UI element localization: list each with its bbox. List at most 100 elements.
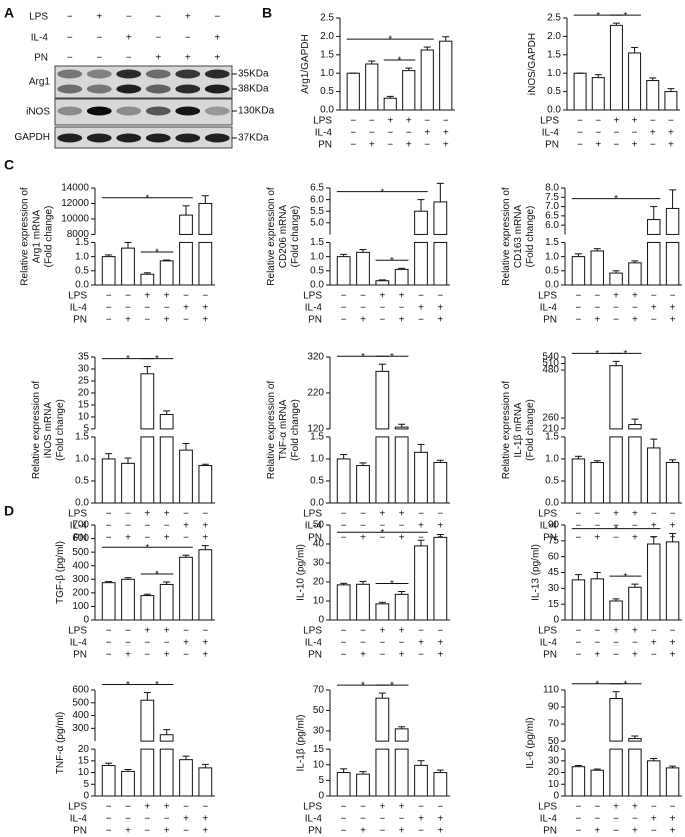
- condition-sign: +: [632, 650, 638, 661]
- condition-sign: −: [595, 116, 601, 127]
- condition-sign: −: [613, 650, 619, 661]
- condition-sign: −: [202, 291, 208, 302]
- bar: [121, 578, 135, 621]
- bar: [394, 748, 409, 797]
- condition-sign: +: [164, 509, 170, 520]
- condition-sign: −: [106, 521, 112, 532]
- condition-sign: +: [632, 315, 638, 326]
- bar: [336, 772, 351, 797]
- condition-sign: −: [341, 303, 347, 314]
- bar: [647, 543, 661, 621]
- y-tick-label: 700: [72, 520, 89, 531]
- condition-sign: +: [418, 521, 424, 532]
- condition-sign: +: [424, 128, 430, 139]
- y-tick-label: 0.5: [545, 265, 559, 276]
- condition-sign: +: [202, 638, 208, 649]
- bar: [414, 210, 428, 235]
- condition-name: PN: [34, 53, 48, 64]
- condition-sign: −: [96, 33, 102, 44]
- band: [116, 84, 142, 94]
- condition-sign: −: [577, 116, 583, 127]
- condition-sign: −: [350, 140, 356, 151]
- y-tick-label: 6.5: [545, 211, 559, 222]
- bar: [571, 579, 586, 621]
- bar: [647, 760, 661, 797]
- bar: [356, 773, 370, 797]
- condition-name: LPS: [29, 12, 48, 23]
- bar: [414, 545, 428, 621]
- y-tick-label: 5: [83, 779, 89, 790]
- condition-sign: +: [443, 140, 449, 151]
- y-tick-label: 30: [313, 558, 325, 569]
- condition-name: PN: [543, 650, 557, 661]
- condition-sign: −: [387, 140, 393, 151]
- condition-sign: +: [125, 315, 131, 326]
- significance-label: *: [595, 679, 599, 690]
- condition-sign: −: [125, 814, 131, 825]
- band: [175, 69, 201, 79]
- condition-sign: +: [399, 826, 405, 837]
- condition-name: PN: [73, 650, 87, 661]
- condition-sign: −: [379, 533, 385, 544]
- y-tick-label: 90: [548, 702, 560, 713]
- condition-sign: +: [379, 291, 385, 302]
- bar: [420, 49, 434, 111]
- condition-sign: −: [577, 128, 583, 139]
- significance-label: *: [390, 681, 394, 692]
- condition-name: PN: [543, 533, 557, 544]
- condition-sign: −: [379, 303, 385, 314]
- y-tick-label: 210: [542, 424, 559, 435]
- band: [86, 133, 112, 143]
- bar: [179, 449, 193, 504]
- band: [57, 84, 83, 94]
- condition-name: PN: [308, 315, 322, 326]
- band: [175, 133, 201, 143]
- bar: [571, 458, 586, 504]
- bar: [647, 447, 661, 504]
- condition-sign: +: [650, 128, 656, 139]
- condition-sign: −: [575, 638, 581, 649]
- y-tick-label: 1.0: [545, 251, 559, 262]
- condition-sign: −: [650, 140, 656, 151]
- band: [204, 133, 230, 143]
- significance-label: *: [126, 354, 130, 365]
- condition-sign: +: [155, 53, 161, 64]
- condition-sign: +: [202, 826, 208, 837]
- condition-sign: −: [651, 802, 657, 813]
- significance-label: *: [596, 11, 600, 22]
- band: [86, 106, 112, 116]
- bar: [628, 262, 642, 286]
- condition-sign: +: [399, 533, 405, 544]
- bar: [628, 738, 642, 742]
- y-tick-label: 15: [78, 400, 90, 411]
- y-tick-label: 0: [553, 791, 559, 802]
- bar: [665, 461, 680, 504]
- y-axis-label: (Fold change): [290, 206, 301, 268]
- condition-sign: +: [185, 53, 191, 64]
- y-tick-label: 14000: [61, 183, 89, 194]
- bar: [140, 748, 155, 797]
- condition-sign: +: [418, 303, 424, 314]
- bar: [665, 241, 680, 286]
- condition-sign: +: [96, 12, 102, 23]
- y-axis-label: CD206 mRNA: [278, 205, 289, 269]
- condition-sign: −: [651, 509, 657, 520]
- panel-label: C: [4, 157, 14, 173]
- y-axis-label: IL-1β mRNA: [513, 402, 524, 458]
- bar: [140, 273, 155, 286]
- condition-sign: −: [437, 626, 443, 637]
- condition-name: LPS: [540, 116, 559, 127]
- band: [175, 106, 201, 116]
- condition-sign: +: [668, 128, 674, 139]
- condition-sign: −: [183, 650, 189, 661]
- bar: [609, 748, 623, 797]
- condition-sign: −: [670, 802, 676, 813]
- y-axis-label: (Fold change): [55, 399, 66, 461]
- y-tick-label: 120: [307, 424, 324, 435]
- bar: [591, 77, 605, 111]
- condition-sign: +: [613, 626, 619, 637]
- y-tick-label: 110: [543, 685, 559, 696]
- bar: [159, 734, 174, 742]
- significance-label: *: [126, 680, 130, 691]
- condition-sign: −: [399, 638, 405, 649]
